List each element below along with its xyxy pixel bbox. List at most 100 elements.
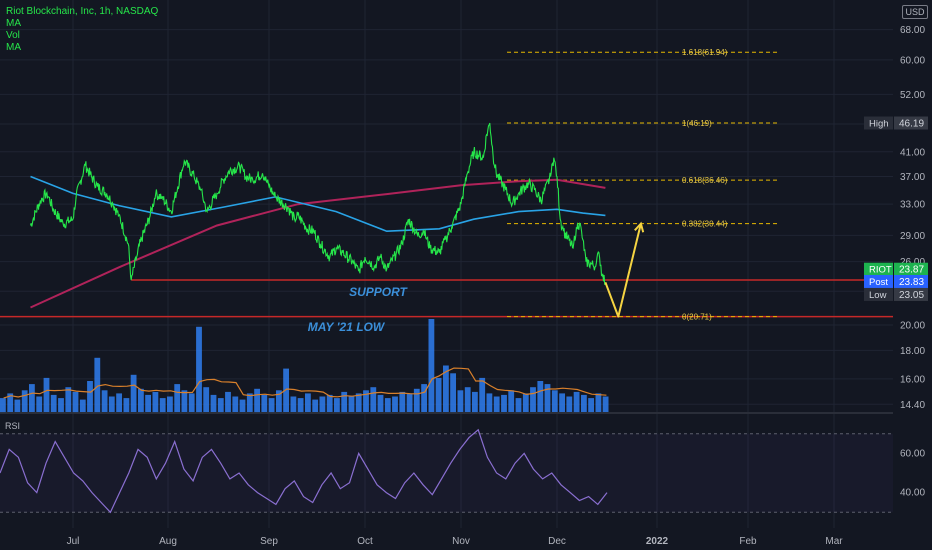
time-tick-label: 2022	[646, 536, 669, 547]
volume-bar	[152, 391, 159, 413]
badge-label-bg	[864, 275, 893, 289]
fib-level-label: 1(46.19)	[682, 119, 712, 128]
volume-bar	[79, 399, 86, 412]
legend-symbol-title[interactable]: Riot Blockchain, Inc, 1h, NASDAQ	[6, 6, 159, 17]
volume-bar	[123, 398, 130, 413]
volume-bar	[174, 384, 181, 412]
price-tick-label: 60.00	[900, 55, 925, 66]
volume-bar	[588, 398, 594, 413]
volume-bar	[21, 390, 28, 412]
volume-bar	[406, 393, 413, 412]
volume-bar	[50, 394, 57, 412]
volume-bar	[551, 390, 558, 412]
volume-bar	[392, 396, 398, 412]
volume-bar	[486, 393, 493, 412]
volume-bar	[254, 388, 260, 413]
fib-level-label: 1.618(61.94)	[682, 48, 728, 57]
badge-label: Low	[869, 290, 887, 301]
volume-bar	[443, 365, 449, 412]
rsi-pane-label[interactable]: RSI	[5, 421, 21, 431]
volume-bar	[246, 393, 253, 412]
ma-fast-line	[30, 175, 606, 233]
currency-button[interactable]: USD	[902, 5, 928, 19]
volume-bar	[544, 384, 551, 412]
volume-bar	[341, 391, 348, 413]
badge-label-bg	[864, 287, 893, 301]
badge-value-bg	[894, 262, 928, 276]
volume-bar	[276, 390, 282, 412]
volume-bar	[370, 387, 377, 412]
volume-bar	[290, 396, 297, 412]
moving-averages	[30, 175, 606, 309]
badge-label: High	[869, 119, 889, 130]
volume-bar	[108, 396, 115, 412]
fibonacci-levels: 1.618(61.94) 1(46.19) 0.618(36.46) 0.382(30…	[507, 48, 780, 322]
badge-label: Post	[869, 277, 888, 288]
volume-bar	[348, 396, 355, 412]
time-tick-label: Oct	[357, 536, 373, 547]
volume-bar	[0, 398, 6, 413]
badge-value: 23.05	[899, 290, 924, 301]
volume-bar	[181, 390, 188, 412]
volume-bar	[573, 391, 580, 413]
badge-label: RIOT	[869, 265, 892, 276]
badge-value-bg	[894, 275, 928, 289]
legend-ma-1[interactable]: MA	[6, 18, 21, 29]
volume-bar	[457, 390, 464, 412]
legend-ma-2[interactable]: MA	[6, 42, 21, 53]
price-tick-label: 68.00	[900, 25, 925, 36]
volume-bar	[508, 390, 515, 412]
volume-bar	[43, 377, 50, 412]
volume-bar	[101, 390, 108, 412]
ma-slow-line	[30, 178, 606, 309]
price-badges: High 46.19 RIOT 23.87 Post 23.83 Low 23.05	[864, 116, 928, 301]
volume-bar	[355, 393, 362, 412]
rsi-pane: 40.00 60.00	[0, 428, 925, 514]
volume-bar	[138, 388, 144, 413]
volume-bar	[210, 394, 217, 412]
volume-bar	[464, 387, 471, 412]
price-tick-label: 41.00	[900, 147, 925, 158]
time-tick-label: Sep	[260, 536, 278, 547]
volume-bar	[261, 394, 268, 412]
volume-bar	[399, 391, 406, 413]
volume-bar	[232, 396, 239, 412]
volume-ma-line	[3, 367, 607, 399]
volume-bars	[0, 319, 609, 413]
volume-bar	[435, 377, 442, 412]
volume-bar	[559, 393, 565, 412]
badge-value-bg	[894, 116, 928, 130]
rsi-tick-label: 40.00	[900, 488, 925, 499]
volume-bar	[377, 394, 384, 412]
projection-arrow	[604, 221, 645, 318]
rsi-band-fill	[0, 433, 893, 513]
price-line	[29, 122, 606, 286]
volume-bar	[225, 391, 231, 413]
time-tick-label: Dec	[548, 536, 566, 547]
volume-bar	[566, 396, 573, 412]
volume-bar	[326, 394, 333, 412]
projection-path	[604, 223, 642, 318]
volume-bar	[312, 399, 319, 412]
volume-bar	[297, 398, 304, 413]
volume-bar	[7, 393, 14, 412]
volume-bar	[65, 387, 72, 412]
volume-bar	[493, 396, 500, 412]
volume-bar	[188, 393, 195, 412]
volume-bar	[159, 398, 166, 413]
may-low-label: MAY '21 LOW	[308, 320, 386, 334]
chart-legend: Riot Blockchain, Inc, 1h, NASDAQ MA Vol …	[6, 6, 158, 54]
rsi-tick-label: 60.00	[900, 448, 925, 459]
volume-bar	[319, 396, 326, 412]
time-axis[interactable]: Jul Aug Sep Oct Nov Dec 2022 Feb Mar	[67, 536, 844, 547]
volume-bar	[515, 398, 522, 413]
volume-bar	[196, 326, 202, 413]
legend-vol[interactable]: Vol	[6, 30, 20, 41]
price-tick-label: 14.40	[900, 400, 925, 411]
volume-bar	[87, 381, 93, 412]
volume-bar	[413, 388, 420, 413]
projection-arrowhead	[634, 221, 645, 233]
volume-bar	[239, 399, 246, 412]
